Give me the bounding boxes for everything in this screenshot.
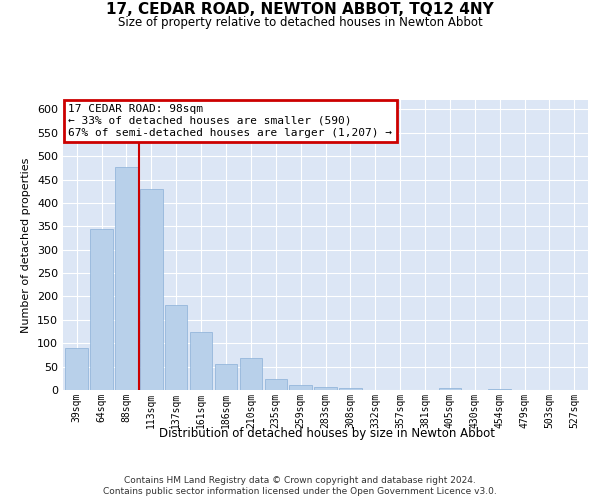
Bar [115, 167, 137, 390]
Bar [91, 228, 113, 390]
Text: Distribution of detached houses by size in Newton Abbot: Distribution of detached houses by size … [159, 428, 495, 440]
Text: Size of property relative to detached houses in Newton Abbot: Size of property relative to detached ho… [118, 16, 482, 29]
Bar [265, 379, 287, 390]
Bar [314, 386, 337, 390]
Bar [439, 388, 461, 390]
Text: Contains public sector information licensed under the Open Government Licence v3: Contains public sector information licen… [103, 488, 497, 496]
Bar [65, 348, 88, 390]
Text: Contains HM Land Registry data © Crown copyright and database right 2024.: Contains HM Land Registry data © Crown c… [124, 476, 476, 485]
Bar [239, 358, 262, 390]
Bar [339, 388, 362, 390]
Bar [190, 332, 212, 390]
Bar [140, 189, 163, 390]
Bar [289, 385, 312, 390]
Bar [488, 388, 511, 390]
Text: 17, CEDAR ROAD, NEWTON ABBOT, TQ12 4NY: 17, CEDAR ROAD, NEWTON ABBOT, TQ12 4NY [106, 2, 494, 18]
Text: 17 CEDAR ROAD: 98sqm
← 33% of detached houses are smaller (590)
67% of semi-deta: 17 CEDAR ROAD: 98sqm ← 33% of detached h… [68, 104, 392, 138]
Bar [165, 305, 187, 390]
Y-axis label: Number of detached properties: Number of detached properties [22, 158, 31, 332]
Bar [215, 364, 237, 390]
